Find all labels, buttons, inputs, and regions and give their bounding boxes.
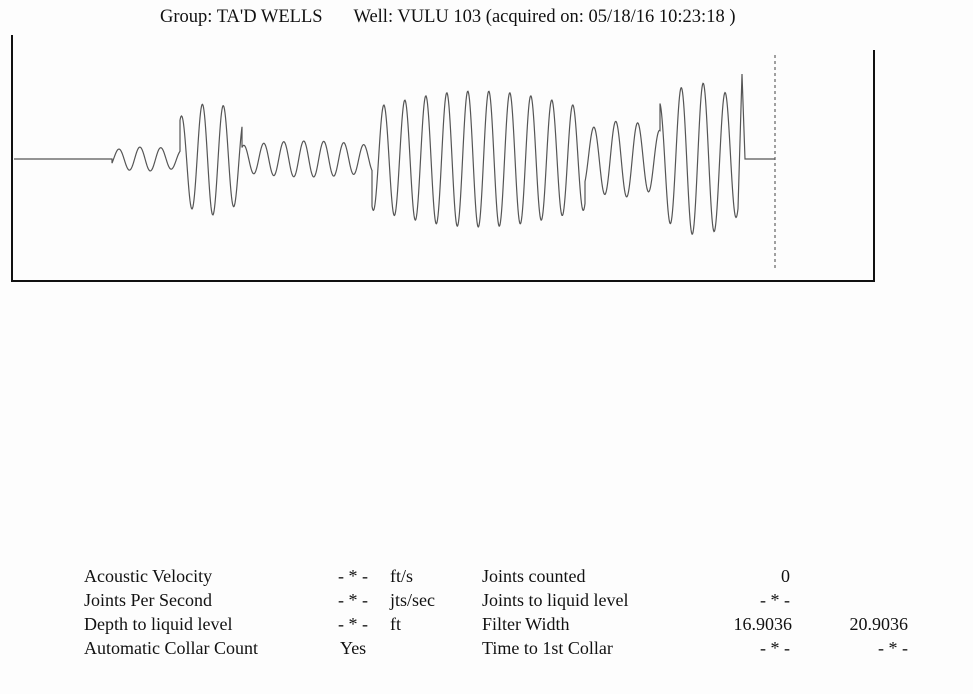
- param-value-filter-width-1: 16.9036: [733, 614, 793, 634]
- param-label-joints-counted: Joints counted: [482, 566, 586, 586]
- param-value-joints-counted: 0: [781, 566, 790, 586]
- param-value-auto-collar-count: Yes: [340, 638, 367, 658]
- param-unit-depth-to-liquid: ft: [390, 614, 401, 634]
- param-value-time-to-first-collar-2: - * -: [878, 638, 908, 658]
- param-value-joints-to-liquid: - * -: [760, 590, 790, 610]
- param-label-joints-per-second: Joints Per Second: [84, 590, 212, 610]
- acquired-timestamp: (acquired on: 05/18/16 10:23:18 ): [485, 7, 736, 27]
- param-unit-acoustic-velocity: ft/s: [390, 566, 414, 586]
- param-value-depth-to-liquid: - * -: [338, 614, 368, 634]
- param-label-auto-collar-count: Automatic Collar Count: [84, 638, 258, 658]
- param-value-time-to-first-collar-1: - * -: [760, 638, 790, 658]
- well-label: Well:: [353, 7, 394, 27]
- acoustic-trace-panel: [0, 0, 973, 300]
- param-label-filter-width: Filter Width: [482, 614, 570, 634]
- param-label-acoustic-velocity: Acoustic Velocity: [84, 566, 213, 586]
- param-value-filter-width-2: 20.9036: [849, 614, 909, 634]
- well-value: VULU 103: [397, 7, 482, 27]
- param-value-joints-per-second: - * -: [338, 590, 368, 610]
- acoustic-waveform: [14, 73, 775, 235]
- well-header: Group: TA'D WELLS Well: VULU 103 (acquir…: [160, 7, 736, 28]
- group-label: Group:: [160, 7, 213, 27]
- parameters-panel: Acoustic Velocity Joints Per Second Dept…: [0, 566, 973, 666]
- param-label-time-to-first-collar: Time to 1st Collar: [482, 638, 613, 658]
- param-label-joints-to-liquid: Joints to liquid level: [482, 590, 629, 610]
- param-value-acoustic-velocity: - * -: [338, 566, 368, 586]
- group-value: TA'D WELLS: [216, 7, 323, 27]
- acoustic-trace-chart: [11, 35, 875, 282]
- param-unit-joints-per-second: jts/sec: [390, 590, 435, 610]
- param-label-depth-to-liquid: Depth to liquid level: [84, 614, 233, 634]
